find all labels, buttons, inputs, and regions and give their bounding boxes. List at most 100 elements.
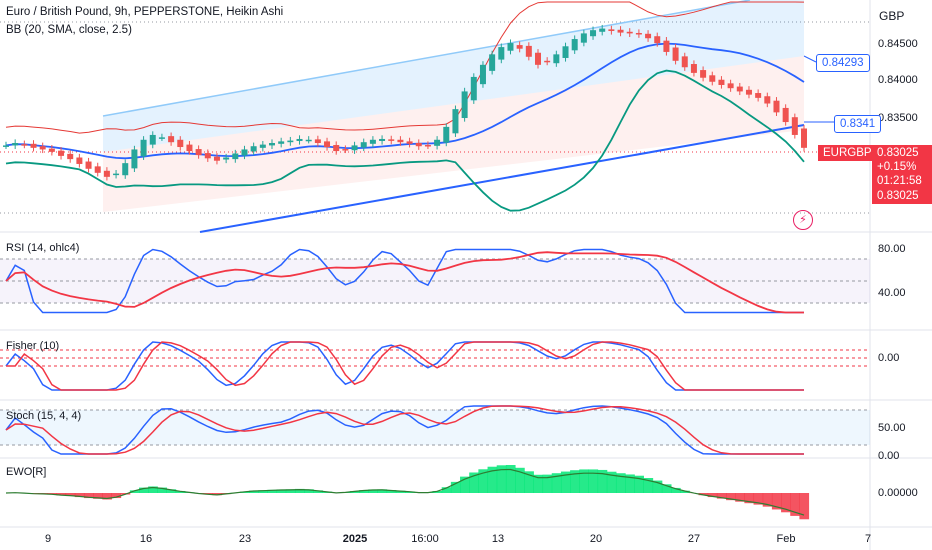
ewo-bar <box>368 489 378 493</box>
candle-body <box>204 153 211 159</box>
ewo-bar <box>478 469 489 493</box>
ewo-bar <box>560 471 571 493</box>
bb-lower-band <box>5 69 805 212</box>
candle-body <box>195 149 202 156</box>
ewo-bar <box>579 469 589 493</box>
candle-body <box>360 142 367 148</box>
ewo-bar <box>102 493 112 500</box>
ewo-bar <box>680 490 690 493</box>
stoch-label[interactable]: Stoch (15, 4, 4) <box>6 410 82 422</box>
ewo-bar <box>285 489 296 493</box>
candle-body <box>140 139 147 157</box>
ewo-bar <box>762 493 773 507</box>
candle-body <box>736 86 743 92</box>
candle-body <box>553 54 560 64</box>
rsi-line <box>5 248 804 314</box>
ewo-bar <box>744 493 755 504</box>
candle-body <box>443 126 450 143</box>
ewo-bar <box>313 490 323 493</box>
candle-body <box>324 141 331 148</box>
ewo-bar <box>671 487 681 493</box>
candle-body <box>562 46 569 58</box>
ewo-bar <box>386 489 397 493</box>
candle-body <box>113 173 120 176</box>
ewo-bar <box>643 478 654 493</box>
ewo-bar <box>349 491 360 493</box>
lightning-icon[interactable]: ⚡ <box>793 210 813 230</box>
ewo-bar <box>148 486 158 493</box>
ewo-bar <box>707 493 718 498</box>
rsi-ma-line <box>5 251 804 314</box>
fisher-pane <box>0 341 870 391</box>
ewo-bar <box>716 493 727 499</box>
candle-body <box>801 128 807 148</box>
candle-body <box>241 149 248 156</box>
ewo-bar <box>661 484 672 493</box>
ewo-bar <box>652 480 663 493</box>
candle-body <box>131 149 138 169</box>
candle-body <box>39 146 46 150</box>
ewo-bar <box>698 493 709 496</box>
last-price-tag: 0.83025 <box>872 145 932 161</box>
fisher-trigger-line <box>6 341 804 391</box>
candle-body <box>415 142 422 147</box>
candle-body <box>599 28 606 32</box>
ewo-bar <box>533 474 544 493</box>
currency-label[interactable]: GBP <box>879 9 905 23</box>
ewo-bar <box>441 487 452 493</box>
ewo-label[interactable]: EWO[R] <box>6 466 47 478</box>
candle-body <box>709 75 716 82</box>
ewo-bar <box>139 487 149 493</box>
ewo-bar <box>432 491 443 493</box>
candle-body <box>645 33 652 39</box>
candle-body <box>287 140 294 143</box>
candle-body <box>535 52 541 65</box>
candle-body <box>608 29 615 31</box>
ewo-pane <box>5 465 810 520</box>
candle-body <box>773 100 780 113</box>
rsi-label[interactable]: RSI (14, ohlc4) <box>6 242 80 254</box>
ewo-bar <box>175 490 186 493</box>
ewo-bar <box>111 493 122 499</box>
candle-body <box>259 144 266 148</box>
symbol-tag[interactable]: EURGBP <box>818 145 877 161</box>
bollinger-bands <box>5 1 805 212</box>
ewo-bar <box>588 469 599 493</box>
price-channel <box>102 0 834 233</box>
ewo-bar <box>771 493 782 510</box>
ewo-bar <box>606 471 617 493</box>
heikin-ashi-candles <box>3 24 807 181</box>
ewo-bar <box>304 489 314 493</box>
stoch-pane <box>0 405 870 455</box>
candle-body <box>470 76 477 101</box>
candle-body <box>3 145 9 147</box>
rsi-pane <box>0 248 870 314</box>
ewo-bar <box>359 490 369 493</box>
candle-body <box>434 139 441 146</box>
bb-indicator-label[interactable]: BB (20, SMA, close, 2.5) <box>6 24 132 36</box>
candle-body <box>424 145 431 147</box>
ewo-bar <box>56 493 67 496</box>
countdown-tag: 01:21:58 <box>872 173 932 189</box>
candle-body <box>94 166 101 173</box>
candle-body <box>122 163 129 176</box>
mid-price-tag: 0.8341 <box>834 115 882 133</box>
time-label: Feb <box>777 533 796 545</box>
candle-body <box>30 143 37 148</box>
candle-body <box>58 150 65 156</box>
candle-body <box>617 29 624 33</box>
price-tick: 0.84500 <box>878 38 918 50</box>
pane-tick: 50.00 <box>878 422 906 434</box>
candle-body <box>672 47 679 61</box>
candle-body <box>314 139 321 143</box>
candle-body <box>654 36 661 44</box>
trend-line <box>199 124 805 233</box>
channel-fill-upper <box>103 0 804 152</box>
fisher-label[interactable]: Fisher (10) <box>6 340 60 352</box>
ewo-bar <box>753 493 764 505</box>
candle-body <box>525 45 532 57</box>
candle-body <box>791 117 798 135</box>
candle-body <box>223 157 230 160</box>
ewo-bar <box>597 469 608 493</box>
